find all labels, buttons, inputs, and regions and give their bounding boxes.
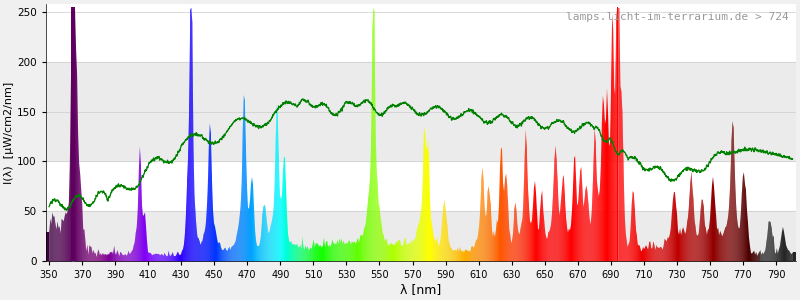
Y-axis label: I(λ)  [µW/cm2/nm]: I(λ) [µW/cm2/nm]	[4, 82, 14, 184]
Text: lamps.licht-im-terrarium.de > 724: lamps.licht-im-terrarium.de > 724	[566, 12, 788, 22]
Bar	[46, 211, 796, 261]
Bar	[46, 62, 796, 161]
X-axis label: λ [nm]: λ [nm]	[400, 283, 442, 296]
